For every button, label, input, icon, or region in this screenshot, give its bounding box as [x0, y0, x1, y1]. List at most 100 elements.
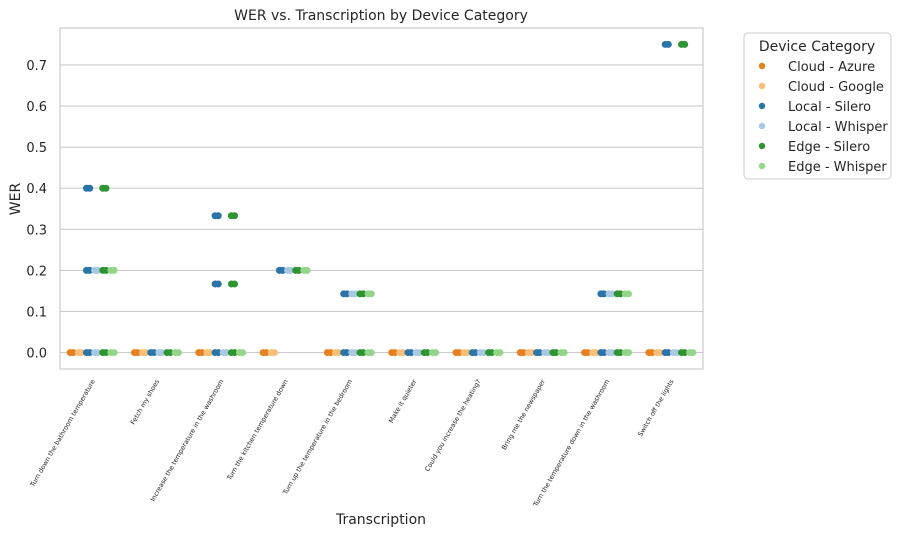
- plot-frame: [59, 27, 704, 370]
- y-tick-label: 0.4: [26, 182, 47, 197]
- data-point: [327, 349, 335, 357]
- data-point: [303, 266, 311, 274]
- data-point: [142, 349, 150, 357]
- x-tick-label: Increase the temperature in the washroom: [149, 378, 226, 503]
- x-tick-label: Fetch my shoes: [129, 377, 162, 426]
- data-point: [600, 290, 608, 298]
- x-tick-label: Switch off the lights: [636, 377, 676, 437]
- data-point: [335, 349, 343, 357]
- data-point: [552, 349, 560, 357]
- x-tick-label: Bring me the newspaper: [500, 378, 547, 452]
- data-point: [214, 349, 222, 357]
- data-point: [673, 349, 681, 357]
- data-point: [367, 290, 375, 298]
- data-point: [231, 280, 239, 288]
- legend-label: Local - Silero: [788, 100, 871, 115]
- data-point: [616, 290, 624, 298]
- legend-label: Local - Whisper: [788, 120, 888, 135]
- x-tick-label: Turn down the bathroom temperature: [28, 378, 97, 489]
- data-point: [608, 349, 616, 357]
- data-point: [359, 290, 367, 298]
- data-point: [664, 40, 672, 48]
- data-point: [689, 349, 697, 357]
- x-tick-label: Turn the kitchen temperature down: [225, 378, 290, 482]
- legend-marker: [758, 162, 766, 170]
- data-point: [560, 349, 568, 357]
- y-tick-label: 0.5: [26, 141, 47, 156]
- data-point: [351, 290, 359, 298]
- data-point: [295, 266, 303, 274]
- data-point: [222, 349, 230, 357]
- data-point: [455, 349, 463, 357]
- legend-marker: [758, 102, 766, 110]
- data-point: [616, 349, 624, 357]
- data-point: [94, 266, 102, 274]
- legend-marker: [758, 62, 766, 70]
- legend: Device Category Cloud - Azure Cloud - Goo…: [743, 32, 892, 180]
- data-point: [367, 349, 375, 357]
- data-point: [287, 266, 295, 274]
- legend-label: Edge - Whisper: [788, 160, 887, 175]
- y-tick-label: 0.1: [26, 305, 47, 320]
- data-point: [536, 349, 544, 357]
- data-point: [544, 349, 552, 357]
- x-tick-label: Turn the temperature down in the washroo…: [531, 378, 611, 509]
- data-point: [407, 349, 415, 357]
- legend-marker: [758, 142, 766, 150]
- legend-label: Cloud - Azure: [788, 60, 875, 75]
- data-point: [110, 266, 118, 274]
- x-tick-label: Make it quieter: [387, 378, 419, 425]
- data-point: [86, 184, 94, 192]
- data-point: [625, 290, 633, 298]
- data-point: [681, 40, 689, 48]
- data-point: [198, 349, 206, 357]
- data-point: [351, 349, 359, 357]
- data-point: [432, 349, 440, 357]
- data-point: [648, 349, 656, 357]
- data-point: [262, 349, 270, 357]
- data-point: [625, 349, 633, 357]
- y-tick-label: 0.7: [26, 59, 47, 74]
- data-point: [166, 349, 174, 357]
- data-point: [110, 349, 118, 357]
- legend-frame: [743, 32, 892, 180]
- data-point: [270, 349, 278, 357]
- data-point: [150, 349, 158, 357]
- grid-lines: [60, 64, 703, 354]
- y-tick-labels: 0.0 0.1 0.2 0.3 0.4 0.5 0.6 0.7: [26, 59, 47, 362]
- y-tick-label: 0.3: [26, 223, 47, 238]
- legend-items: Cloud - Azure Cloud - Google Local - Siler…: [758, 60, 888, 175]
- y-tick-label: 0.0: [26, 347, 47, 362]
- data-point: [102, 266, 110, 274]
- data-point: [664, 349, 672, 357]
- y-tick-label: 0.6: [26, 100, 47, 115]
- data-point: [158, 349, 166, 357]
- data-point: [102, 349, 110, 357]
- data-point: [94, 349, 102, 357]
- x-tick-label: Turn up the temperature in the bedroom: [281, 378, 354, 497]
- legend-label: Edge - Silero: [788, 140, 870, 155]
- legend-label: Cloud - Google: [788, 80, 884, 95]
- data-point: [463, 349, 471, 357]
- legend-title: Device Category: [759, 39, 875, 55]
- data-point: [480, 349, 488, 357]
- data-point: [423, 349, 431, 357]
- legend-marker: [758, 82, 766, 90]
- data-point: [206, 349, 214, 357]
- y-axis-label: WER: [8, 183, 24, 216]
- x-axis-label: Transcription: [335, 512, 426, 528]
- data-point: [592, 349, 600, 357]
- data-point: [343, 349, 351, 357]
- data-point: [102, 184, 110, 192]
- data-point: [656, 349, 664, 357]
- data-point: [78, 349, 86, 357]
- data-point: [608, 290, 616, 298]
- y-tick-label: 0.2: [26, 264, 47, 279]
- data-point: [174, 349, 182, 357]
- data-point: [343, 290, 351, 298]
- data-point: [391, 349, 399, 357]
- data-point: [600, 349, 608, 357]
- x-tick-labels: Turn down the bathroom temperature Fetch …: [28, 377, 676, 508]
